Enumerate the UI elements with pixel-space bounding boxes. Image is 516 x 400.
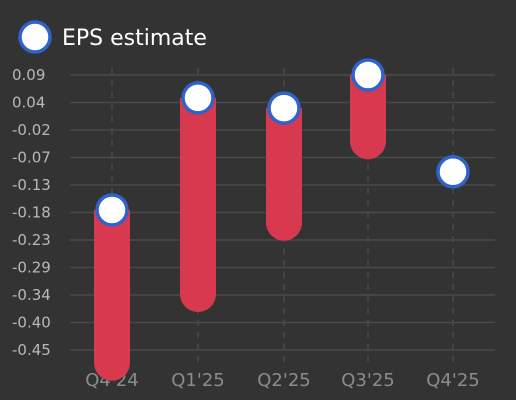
estimate-markers: [95, 58, 470, 227]
y-tick-label: -0.40: [12, 314, 51, 332]
y-tick-label: -0.29: [12, 259, 51, 277]
y-tick-label: -0.02: [12, 121, 51, 139]
y-tick-label: -0.23: [12, 231, 51, 249]
range-bars: [94, 75, 386, 381]
estimate-point[interactable]: [267, 91, 301, 125]
y-tick-label: 0.09: [12, 66, 45, 84]
y-tick-label: -0.13: [12, 176, 51, 194]
range-bar-cap: [94, 344, 130, 381]
x-tick-label: Q3'25: [341, 370, 394, 391]
y-tick-label: -0.34: [12, 286, 51, 304]
y-axis: 0.09 0.04 -0.02 -0.07 -0.13 -0.18 -0.23 -0.29 -0…: [12, 66, 51, 359]
range-bar-cap: [350, 123, 386, 160]
legend-marker: [18, 20, 52, 54]
estimate-point[interactable]: [351, 58, 385, 92]
x-tick-label: Q2'25: [257, 370, 310, 391]
legend[interactable]: EPS estimate: [18, 20, 207, 54]
range-bar[interactable]: [180, 97, 216, 294]
y-tick-label: -0.07: [12, 149, 51, 167]
range-bar[interactable]: [266, 108, 302, 223]
y-tick-label: -0.45: [12, 341, 51, 359]
estimate-point[interactable]: [436, 155, 470, 189]
x-tick-label: Q1'25: [171, 370, 224, 391]
y-tick-label: 0.04: [12, 94, 45, 112]
x-tick-label: Q4'25: [426, 370, 479, 391]
estimate-point[interactable]: [95, 193, 129, 227]
range-bar-cap: [266, 204, 302, 241]
y-tick-label: -0.18: [12, 204, 51, 222]
estimate-point[interactable]: [181, 81, 215, 115]
range-bar[interactable]: [94, 209, 130, 363]
legend-label: EPS estimate: [62, 26, 207, 51]
range-bar-cap: [180, 275, 216, 312]
